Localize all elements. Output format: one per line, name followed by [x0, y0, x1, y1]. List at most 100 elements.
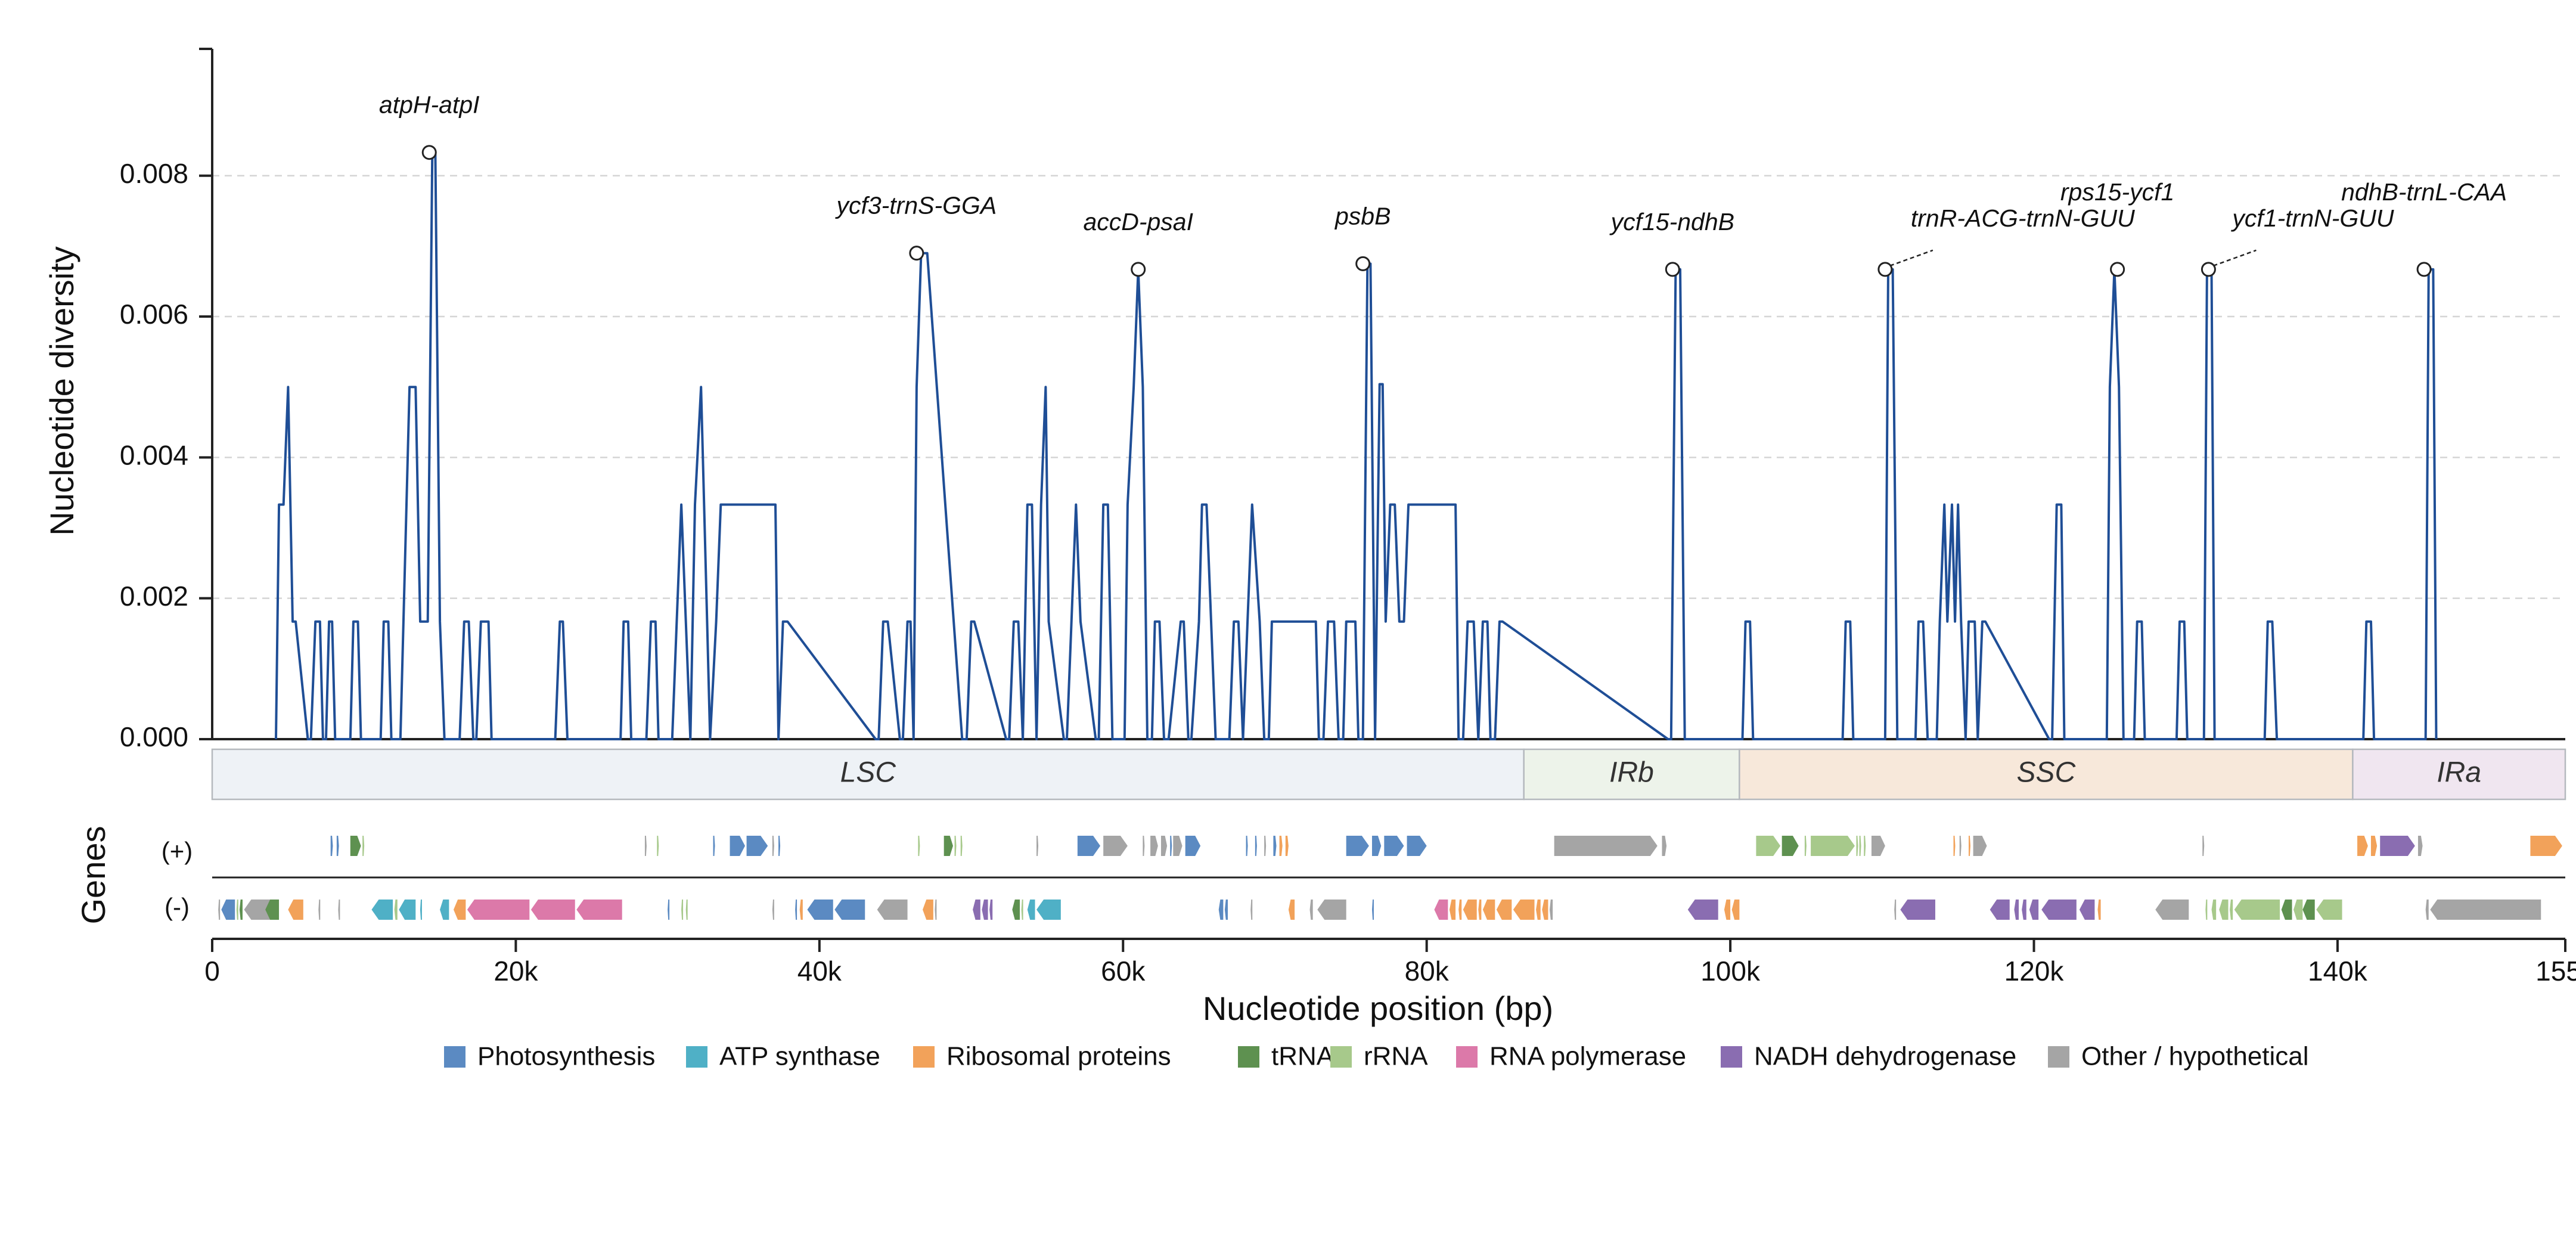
gene-arrow: [1496, 900, 1512, 920]
gene-arrow: [1077, 836, 1101, 856]
gene-arrow: [2530, 836, 2562, 856]
peak-marker: [2201, 262, 2216, 277]
x-tick-label: 40k: [797, 956, 842, 987]
gene-arrow: [1662, 836, 1667, 856]
region-block: [1523, 748, 1740, 801]
gene-arrow: [795, 900, 797, 920]
gene-arrow: [440, 900, 449, 920]
gene-arrow: [218, 900, 221, 920]
gene-arrow: [2425, 900, 2429, 920]
x-tick-label: 80k: [1405, 956, 1450, 987]
gene-arrow: [1549, 900, 1553, 920]
gene-arrow: [1273, 836, 1277, 856]
peak-label: ycf15-ndhB: [1609, 208, 1734, 235]
gene-arrow: [657, 836, 659, 856]
plus-strand-label: (+): [162, 837, 193, 865]
gene-arrow: [1804, 836, 1807, 856]
gene-arrow: [371, 900, 393, 920]
gene-arrow: [330, 836, 333, 856]
legend-swatch-trna: [1238, 1046, 1259, 1068]
gene-arrow: [1782, 836, 1799, 856]
legend[interactable]: Photosynthesis ATP synthase Ribosomal prot…: [444, 1042, 2309, 1071]
y-axis-title: Nucleotide diversity: [43, 246, 80, 536]
legend-swatch-rnapol: [1456, 1046, 1478, 1068]
y-tick-label: 0.000: [120, 721, 188, 752]
gene-arrow: [2357, 836, 2368, 856]
region-block: [1739, 748, 2354, 801]
legend-label-photosynthesis: Photosynthesis: [477, 1042, 655, 1071]
gene-arrow: [2430, 900, 2541, 920]
gene-arrow: [1973, 836, 1987, 856]
gene-arrow: [2316, 900, 2342, 920]
gene-arrow: [2202, 836, 2205, 856]
gene-arrow: [730, 836, 746, 856]
gene-arrow: [1478, 900, 1482, 920]
genome-regions: LSC IRb SSC IRa: [211, 748, 2566, 801]
legend-label-ribosomal: Ribosomal proteins: [946, 1042, 1171, 1071]
gene-arrow: [2370, 836, 2378, 856]
legend-swatch-rrna: [1330, 1046, 1352, 1068]
y-tick-label: 0.008: [120, 158, 188, 189]
legend-label-trna: tRNA: [1271, 1042, 1334, 1071]
region-block: [2352, 748, 2566, 801]
peak-marker: [1665, 262, 1680, 277]
gene-arrow: [2097, 900, 2101, 920]
gene-arrow: [1371, 836, 1382, 856]
gene-arrow: [399, 900, 416, 920]
annotation-leader: [2213, 249, 2257, 267]
peak-marker: [1131, 262, 1146, 277]
diversity-line: [275, 151, 2438, 740]
gene-arrow: [530, 900, 575, 920]
gene-arrow: [1959, 836, 1962, 856]
gene-arrow: [746, 836, 768, 856]
gene-arrow: [2211, 900, 2217, 920]
peak-label: ycf1-trnN-GUU: [2230, 204, 2394, 232]
gene-arrow: [221, 900, 235, 920]
peak-label: atpH-atpI: [379, 91, 480, 119]
diversity-line-layer: [275, 151, 2438, 740]
gene-arrow: [954, 836, 957, 856]
gene-arrow: [394, 900, 398, 920]
gene-arrow: [1756, 836, 1781, 856]
region-label: LSC: [840, 757, 896, 789]
gene-arrow: [1255, 836, 1257, 856]
gene-arrow: [1482, 900, 1495, 920]
gene-arrow: [2230, 900, 2233, 920]
annotation-leader: [1889, 249, 1933, 267]
gene-arrow: [982, 900, 988, 920]
gene-arrow: [1811, 836, 1855, 856]
x-tick-label: 20k: [494, 956, 538, 987]
gene-arrow: [2380, 836, 2415, 856]
gene-arrow: [1250, 900, 1253, 920]
peak-marker: [1355, 256, 1371, 271]
gene-arrow: [1285, 836, 1289, 856]
grid-lines: [212, 175, 2565, 599]
gene-arrow: [362, 836, 365, 856]
gene-arrow: [336, 836, 339, 856]
x-tick-label: 155k: [2535, 956, 2576, 987]
gene-arrow: [1554, 836, 1658, 856]
gene-arrow: [807, 900, 833, 920]
gene-arrow: [244, 900, 273, 920]
x-axis-title: Nucleotide position (bp): [1203, 990, 1553, 1027]
gene-arrow: [681, 900, 684, 920]
gene-arrow: [1864, 836, 1866, 856]
gene-arrow: [2417, 836, 2423, 856]
legend-label-nadh: NADH dehydrogenase: [1754, 1042, 2016, 1071]
gene-arrow: [2079, 900, 2095, 920]
gene-arrow: [2155, 900, 2189, 920]
y-tick-label: 0.002: [120, 581, 188, 612]
gene-arrow: [1036, 900, 1061, 920]
peak-marker: [2416, 262, 2432, 277]
y-axis: 0.000 0.002 0.004 0.006 0.008: [120, 48, 213, 752]
gene-arrow: [1264, 836, 1267, 856]
peak-marker: [1877, 262, 1893, 277]
gene-arrow: [2205, 900, 2208, 920]
x-tick-label: 60k: [1101, 956, 1146, 987]
gene-arrow: [877, 900, 908, 920]
gene-arrow: [799, 900, 803, 920]
gene-arrow: [935, 900, 937, 920]
gene-arrow: [1027, 900, 1035, 920]
gene-arrow: [576, 900, 622, 920]
